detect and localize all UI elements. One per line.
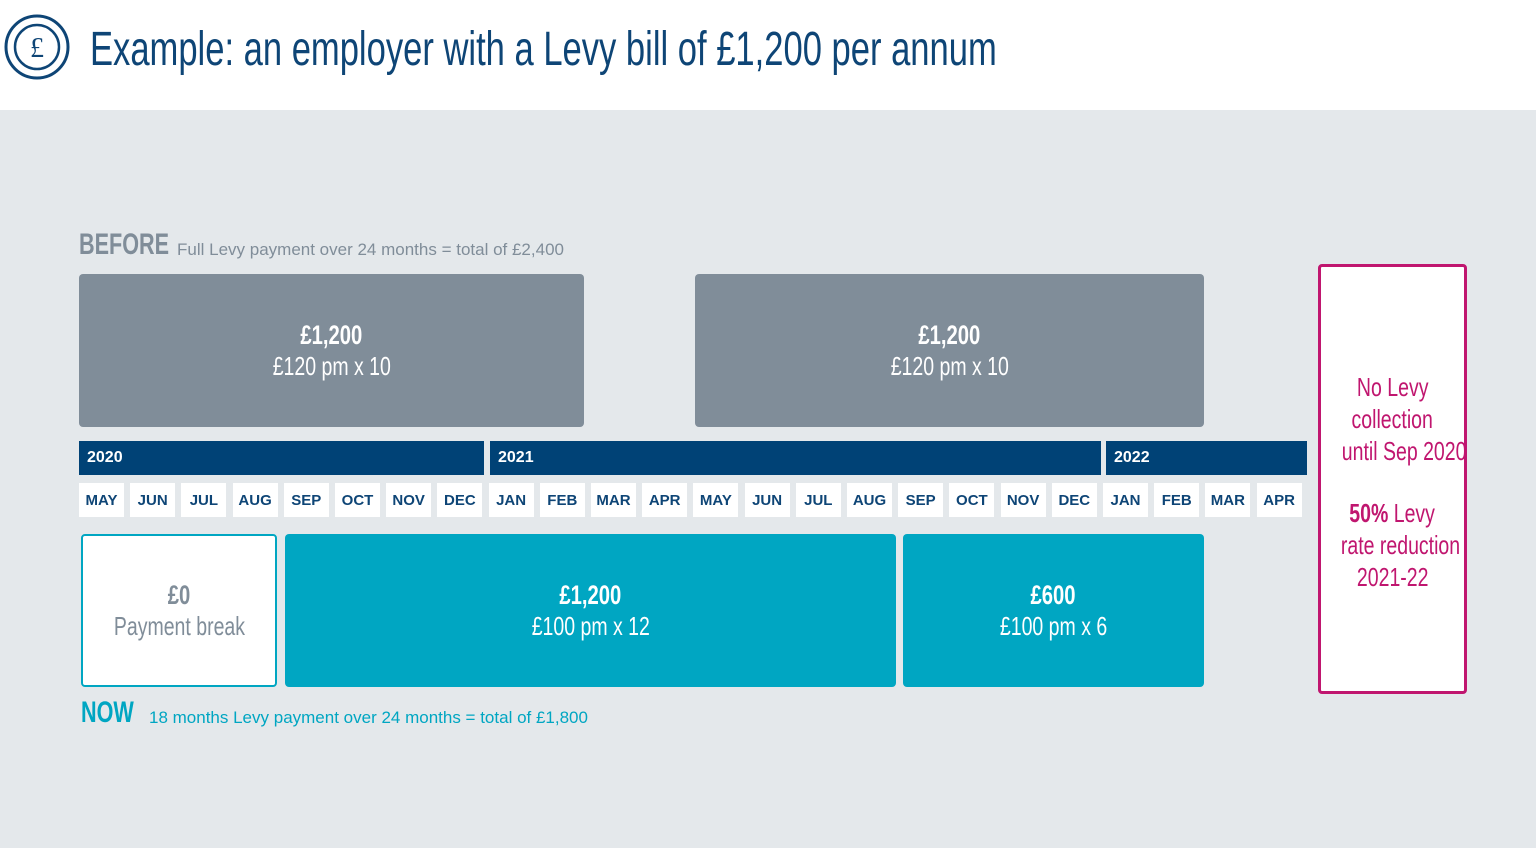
- month-cell: AUG: [232, 483, 278, 517]
- month-cell: JUN: [130, 483, 176, 517]
- svg-text:£: £: [30, 33, 44, 64]
- month-cell: OCT: [335, 483, 380, 517]
- month-cell: JAN: [488, 483, 534, 517]
- month-cell: SEP: [898, 483, 944, 517]
- header: £ Example: an employer with a Levy bill …: [0, 0, 1536, 110]
- pound-coin-icon: £: [4, 14, 70, 80]
- now-label: NOW: [81, 696, 134, 729]
- month-cell: FEB: [1154, 483, 1200, 517]
- month-cell: MAY: [79, 483, 124, 517]
- month-cell: SEP: [283, 483, 329, 517]
- month-cell: FEB: [539, 483, 585, 517]
- month-cell: MAR: [591, 483, 636, 517]
- month-cell: NOV: [386, 483, 432, 517]
- month-cell: APR: [1256, 483, 1302, 517]
- month-cell: JUL: [181, 483, 227, 517]
- month-cell: APR: [642, 483, 688, 517]
- month-cell: JUL: [795, 483, 841, 517]
- month-cell: AUG: [847, 483, 892, 517]
- month-cell: OCT: [949, 483, 995, 517]
- month-cell: DEC: [1051, 483, 1097, 517]
- now-block-payment-break: £0 Payment break: [81, 534, 277, 687]
- month-cell: JUN: [744, 483, 790, 517]
- before-description: Full Levy payment over 24 months = total…: [177, 240, 564, 259]
- now-block-3: £600 £100 pm x 6: [903, 534, 1204, 687]
- now-block-2: £1,200 £100 pm x 12: [285, 534, 896, 687]
- before-block-1: £1,200 £120 pm x 10: [79, 274, 584, 427]
- before-block-2: £1,200 £120 pm x 10: [695, 274, 1204, 427]
- year-2021: 2021: [490, 441, 1101, 475]
- month-cell: JAN: [1103, 483, 1148, 517]
- now-description: 18 months Levy payment over 24 months = …: [149, 708, 588, 727]
- month-cell: NOV: [1000, 483, 1046, 517]
- month-cell: DEC: [437, 483, 483, 517]
- month-cell: MAY: [693, 483, 739, 517]
- month-cell: MAR: [1205, 483, 1251, 517]
- year-2020: 2020: [79, 441, 484, 475]
- page-title: Example: an employer with a Levy bill of…: [90, 23, 997, 76]
- before-label: BEFORE: [79, 228, 170, 261]
- levy-note-box: No Levy collection until Sep 2020 50% Le…: [1318, 264, 1467, 694]
- year-2022: 2022: [1106, 441, 1307, 475]
